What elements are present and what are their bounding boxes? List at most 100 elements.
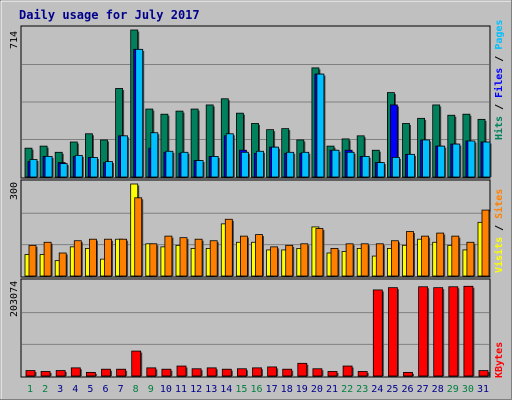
- day-label: 23: [356, 384, 368, 395]
- kbytes-bar: [282, 368, 293, 377]
- kbytes-bar: [418, 286, 429, 377]
- sites-bar: [89, 238, 97, 277]
- pages-bar: [240, 151, 249, 178]
- day-label: 24: [371, 384, 383, 395]
- pages-bar: [482, 141, 491, 178]
- sites-bar: [270, 246, 279, 277]
- kbytes-bar: [297, 362, 308, 377]
- sites-bar: [209, 240, 218, 277]
- sites-bar: [375, 243, 384, 277]
- sites-bar: [255, 234, 263, 277]
- kbytes-bar: [387, 287, 398, 377]
- pages-bar: [346, 151, 355, 178]
- sites-bar: [73, 240, 82, 277]
- kbytes-bar: [191, 368, 202, 377]
- kbytes-bar: [131, 350, 142, 377]
- kbytes-bar: [448, 286, 459, 377]
- pages-bar: [135, 48, 144, 178]
- pages-bar: [301, 151, 310, 178]
- pages-bar: [376, 162, 385, 178]
- pages-bar: [331, 149, 340, 178]
- day-label: 12: [190, 384, 202, 395]
- sites-bar: [421, 235, 430, 277]
- pages-bar: [316, 73, 325, 178]
- day-label: 29: [447, 384, 459, 395]
- pages-bar: [286, 151, 295, 178]
- pages-bar: [271, 146, 280, 178]
- kbytes-bar: [176, 365, 187, 377]
- panel-kbytes: [20, 278, 491, 378]
- day-label: 19: [296, 384, 308, 395]
- day-label: 21: [326, 384, 338, 395]
- pages-bar: [437, 145, 446, 178]
- sites-bar: [345, 243, 354, 277]
- kbytes-axis-max-label: 203074: [9, 281, 20, 317]
- kbytes-bar: [342, 365, 353, 377]
- day-label: 30: [462, 384, 474, 395]
- sites-bar: [360, 243, 369, 277]
- sites-bar: [300, 243, 309, 277]
- sites-bar: [451, 235, 460, 277]
- kbytes-bar: [433, 287, 444, 377]
- pages-bar: [180, 151, 189, 178]
- legend-part: Hits: [493, 116, 505, 140]
- kbytes-bar: [267, 366, 278, 377]
- kbytes-bar: [70, 367, 81, 377]
- pages-bar: [467, 140, 476, 178]
- visits-axis-max-label: 300: [9, 182, 20, 200]
- day-label: 14: [220, 384, 232, 395]
- kbytes-bar: [327, 371, 338, 377]
- day-labels: 1 2 3 4 5 6 7 8 9 10 11 12 13 14 15 16 17 18 19 20 21 22 23 24 2…: [27, 384, 489, 395]
- kbytes-bar: [236, 368, 247, 377]
- pages-bar: [74, 154, 83, 178]
- kbytes-bar: [55, 370, 66, 377]
- day-label: 16: [250, 384, 262, 395]
- pages-bar: [225, 133, 234, 178]
- day-label: 7: [118, 384, 124, 395]
- day-label: 27: [417, 384, 429, 395]
- legend-part: Pages: [494, 20, 505, 50]
- kbytes-bar: [146, 367, 157, 377]
- kbytes-bar: [372, 289, 383, 377]
- legend-part: /: [494, 50, 505, 68]
- kbytes-bar: [403, 371, 413, 377]
- legend-part: /: [494, 219, 505, 237]
- kbytes-bar: [40, 371, 51, 377]
- hits-bars: [24, 29, 492, 178]
- day-label: 3: [57, 384, 63, 395]
- sites-bar: [58, 252, 67, 277]
- kbytes-bar: [357, 371, 368, 377]
- day-label: 28: [432, 384, 444, 395]
- sites-bar: [119, 238, 127, 277]
- sites-bar: [436, 232, 445, 277]
- sites-bar: [179, 237, 188, 277]
- legend-hits-files-pages: Hits / Files / Pages: [493, 20, 505, 140]
- day-label: 13: [205, 384, 217, 395]
- sites-bar: [406, 231, 414, 277]
- pages-bar: [391, 157, 400, 178]
- sites-bar: [194, 238, 203, 277]
- kbytes-bars: [25, 285, 490, 377]
- pages-bar: [452, 143, 461, 178]
- day-label: 18: [281, 384, 293, 395]
- kbytes-bar: [312, 368, 323, 377]
- kbytes-bar: [116, 368, 126, 377]
- legend-part: /: [494, 98, 505, 116]
- sites-bar: [164, 235, 173, 277]
- pages-bar: [407, 153, 415, 178]
- visits-bars: [24, 183, 491, 277]
- kbytes-bar: [221, 368, 232, 377]
- kbytes-bar: [478, 370, 489, 377]
- day-label: 8: [133, 384, 139, 395]
- pages-bar: [44, 156, 53, 178]
- sites-bar: [239, 235, 248, 277]
- day-label: 15: [235, 384, 247, 395]
- day-label: 10: [160, 384, 172, 395]
- day-label: 25: [386, 384, 398, 395]
- pages-bar: [195, 160, 204, 178]
- legend-part: KBytes: [494, 342, 505, 378]
- sites-bar: [43, 241, 52, 277]
- legend-part: Sites: [493, 189, 505, 219]
- sites-bar: [330, 247, 339, 277]
- day-label: 1: [27, 384, 33, 395]
